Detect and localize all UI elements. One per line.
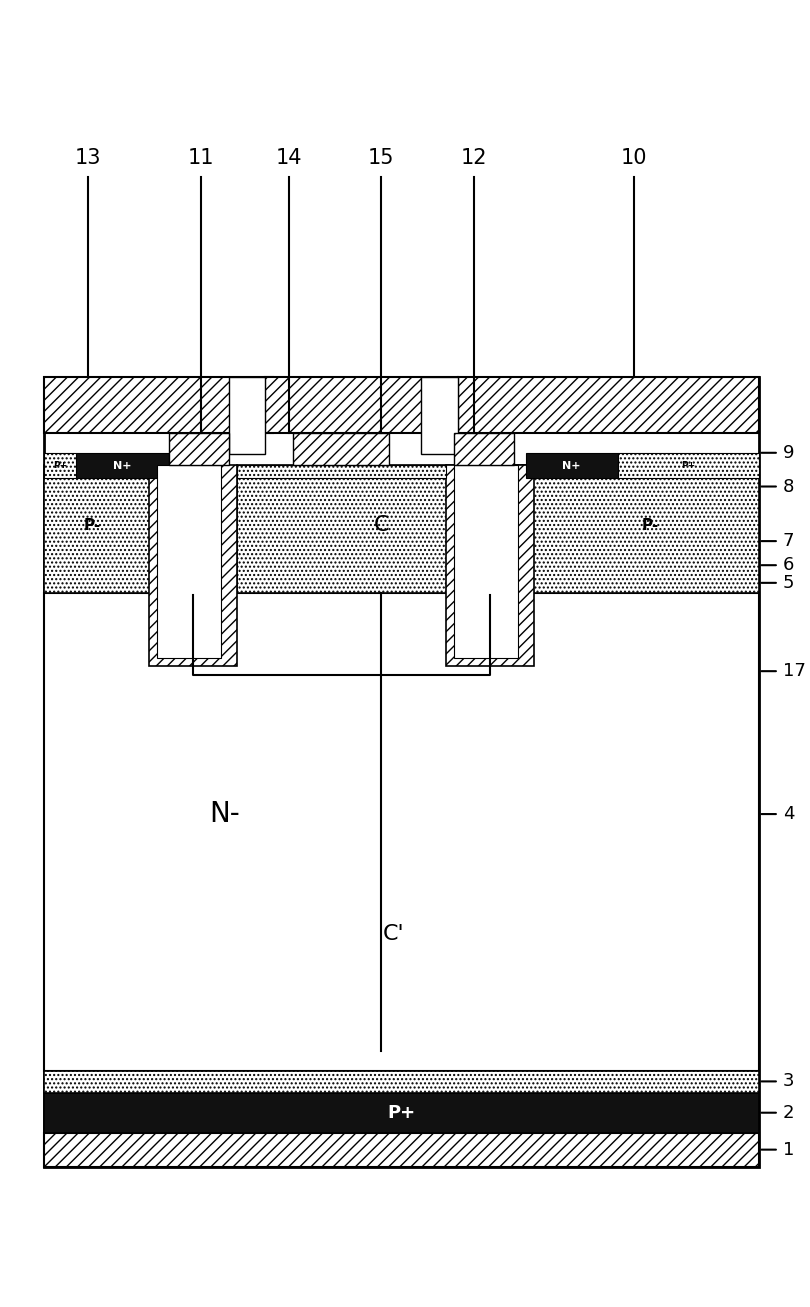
- Bar: [45, 465, 213, 593]
- Bar: [618, 452, 759, 478]
- Text: 14: 14: [275, 148, 302, 167]
- Text: 17: 17: [782, 663, 806, 680]
- Text: P-: P-: [642, 518, 659, 532]
- Bar: [454, 465, 518, 657]
- Text: P+: P+: [681, 461, 695, 471]
- Bar: [454, 433, 514, 465]
- Bar: [45, 1093, 759, 1133]
- Bar: [421, 376, 458, 455]
- Bar: [45, 1070, 759, 1093]
- Text: P+: P+: [53, 461, 67, 471]
- Bar: [265, 376, 458, 433]
- Bar: [168, 433, 228, 465]
- Text: N+: N+: [113, 460, 131, 471]
- Text: N+: N+: [562, 460, 581, 471]
- Text: P+: P+: [387, 1103, 416, 1121]
- Bar: [148, 465, 237, 665]
- Text: N-: N-: [210, 800, 240, 829]
- Bar: [45, 593, 759, 1070]
- Text: C: C: [373, 515, 389, 535]
- Text: 13: 13: [75, 148, 101, 167]
- Bar: [228, 376, 265, 455]
- Bar: [458, 376, 759, 433]
- Text: 4: 4: [782, 805, 795, 823]
- Bar: [156, 465, 221, 657]
- Text: 11: 11: [187, 148, 214, 167]
- Bar: [45, 376, 759, 1167]
- Text: 6: 6: [782, 557, 794, 574]
- Bar: [526, 452, 618, 478]
- Bar: [293, 433, 390, 465]
- Bar: [446, 465, 534, 665]
- Text: C': C': [382, 924, 404, 945]
- Text: 8: 8: [782, 477, 794, 495]
- Bar: [45, 452, 76, 478]
- Bar: [45, 376, 273, 433]
- Bar: [522, 465, 759, 593]
- Bar: [237, 465, 446, 478]
- Bar: [45, 1133, 759, 1167]
- Text: 2: 2: [782, 1103, 795, 1121]
- Text: 12: 12: [460, 148, 487, 167]
- Text: 5: 5: [782, 574, 795, 592]
- Text: 10: 10: [621, 148, 647, 167]
- Text: 9: 9: [782, 444, 795, 461]
- Text: P-: P-: [83, 518, 101, 532]
- Bar: [76, 452, 168, 478]
- Text: 3: 3: [782, 1073, 795, 1090]
- Text: 7: 7: [782, 532, 795, 550]
- Bar: [237, 465, 526, 593]
- Text: 1: 1: [782, 1141, 794, 1158]
- Text: 15: 15: [368, 148, 394, 167]
